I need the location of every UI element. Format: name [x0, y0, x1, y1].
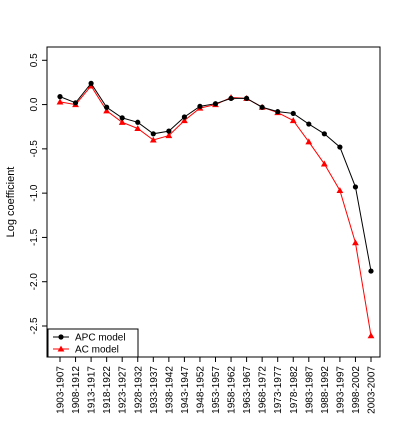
- data-point-ac-model: [289, 117, 297, 124]
- x-tick-label: 1923-1927: [118, 366, 129, 414]
- data-point-apc-model: [337, 144, 343, 150]
- data-point-apc-model: [275, 109, 281, 115]
- data-point-apc-model: [150, 131, 156, 137]
- series-line-ac-model: [59, 85, 372, 336]
- data-point-apc-model: [259, 104, 265, 110]
- plot-area-frame: [46, 46, 381, 358]
- data-point-ac-model: [103, 107, 111, 114]
- legend-marker-ac-model: [57, 345, 65, 352]
- data-point-ac-model: [118, 118, 126, 125]
- x-tick-label: 1963-1967: [242, 366, 253, 414]
- x-tick-label: 1983-1987: [304, 366, 315, 414]
- x-tick-label: 1958-1962: [227, 366, 238, 414]
- x-tick-label: 1918-1922: [102, 366, 113, 414]
- data-point-ac-model: [134, 125, 142, 132]
- data-point-apc-model: [212, 101, 219, 107]
- x-tick-label: 2003-2007: [367, 366, 378, 414]
- x-axis: 1903-1907 1908-1912 1913-1917 1918-1922 1923…: [56, 357, 378, 414]
- y-axis-label: Log coefficient: [5, 167, 17, 238]
- x-tick-label: 1998-2002: [351, 366, 362, 414]
- data-point-ac-model: [56, 98, 64, 105]
- y-tick-label: -2.0: [29, 273, 40, 291]
- data-point-apc-model: [290, 110, 296, 117]
- data-point-ac-model: [181, 117, 188, 124]
- data-point-ac-model: [149, 136, 157, 143]
- x-tick-label: 1928-1932: [133, 366, 144, 414]
- x-tick-label: 1933-1937: [149, 366, 160, 414]
- legend-box: [47, 328, 139, 358]
- data-point-apc-model: [57, 94, 63, 100]
- data-point-ac-model: [352, 239, 359, 246]
- data-point-ac-model: [336, 187, 344, 194]
- data-point-apc-model: [306, 121, 312, 127]
- data-point-apc-model: [166, 128, 172, 134]
- y-tick-label: 0.5: [29, 53, 40, 67]
- legend-label-apc-model: APC model: [75, 333, 126, 344]
- data-point-ac-model: [320, 160, 328, 167]
- x-tick-label: 1988-1992: [320, 366, 331, 414]
- data-point-apc-model: [352, 184, 359, 190]
- y-tick-label: -1.0: [29, 184, 40, 202]
- series-ac-model: [56, 82, 375, 339]
- data-point-ac-model: [367, 332, 375, 339]
- x-tick-label: 1953-1957: [211, 366, 222, 414]
- data-point-ac-model: [305, 138, 313, 145]
- y-tick-label: -1.5: [29, 228, 40, 246]
- data-point-ac-model: [165, 132, 173, 139]
- legend-label-ac-model: AC model: [75, 345, 119, 356]
- y-tick-label: -0.5: [29, 140, 40, 158]
- x-tick-label: 1993-1997: [335, 366, 346, 414]
- x-tick-label: 1968-1972: [258, 366, 269, 414]
- data-point-apc-model: [119, 115, 125, 121]
- x-tick-label: 1943-1947: [180, 366, 191, 414]
- data-point-apc-model: [244, 95, 250, 101]
- data-point-apc-model: [135, 119, 141, 125]
- x-tick-label: 1948-1952: [195, 366, 206, 414]
- data-point-apc-model: [88, 80, 94, 86]
- data-point-apc-model: [197, 103, 203, 109]
- x-tick-label: 1913-1917: [87, 366, 98, 414]
- x-tick-label: 1978-1982: [289, 366, 300, 414]
- data-point-apc-model: [321, 131, 327, 137]
- y-tick-label: -2.5: [29, 317, 40, 335]
- y-axis: 0.5 0.0 -0.5 -1.0 -1.5 -2.0 -2.5: [29, 53, 47, 335]
- x-tick-label: 1908-1912: [71, 366, 82, 414]
- data-point-apc-model: [104, 104, 110, 110]
- x-tick-label: 1973-1977: [273, 366, 284, 414]
- data-point-apc-model: [228, 95, 234, 101]
- x-tick-label: 1938-1942: [164, 366, 175, 414]
- series-apc-model: [57, 80, 374, 274]
- y-tick-label: 0.0: [29, 97, 40, 111]
- data-point-apc-model: [368, 268, 374, 274]
- legend-marker-apc-model: [58, 334, 64, 340]
- series-layer: [56, 80, 375, 339]
- data-point-apc-model: [181, 114, 187, 120]
- x-tick-label: 1903-1907: [56, 366, 67, 414]
- data-point-apc-model: [72, 100, 79, 106]
